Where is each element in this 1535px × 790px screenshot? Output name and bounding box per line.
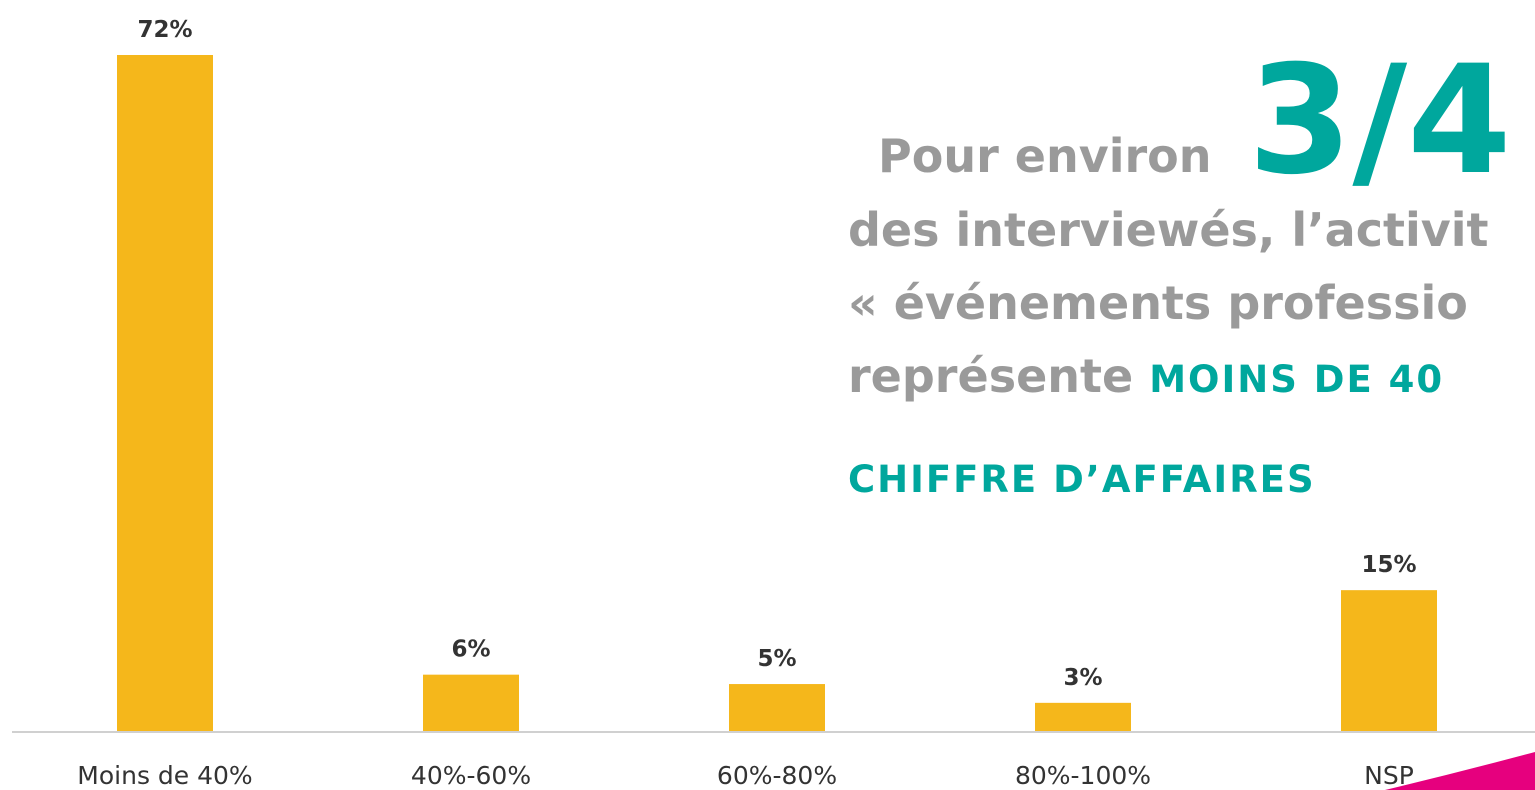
annotation-lead: Pour environ (878, 129, 1212, 183)
annotation-emphasis: MOINS DE 40 (1149, 358, 1444, 401)
value-label: 15% (1361, 552, 1416, 578)
value-label: 72% (137, 17, 192, 43)
x-tick-label: 80%-100% (1015, 761, 1151, 790)
x-tick-label: Moins de 40% (77, 761, 252, 790)
bar (1341, 590, 1437, 731)
decoration (1385, 752, 1535, 790)
bar (1035, 702, 1131, 731)
annotation-text: représente (848, 349, 1149, 403)
bar (423, 674, 519, 731)
value-label: 6% (451, 637, 490, 663)
x-tick-label: 40%-60% (411, 761, 531, 790)
annotation-highlight: 3/4 (1248, 34, 1512, 208)
annotation-emphasis: CHIFFRE D’AFFAIRES (848, 458, 1316, 501)
value-label: 5% (757, 646, 796, 672)
annotation-line: « événements professio (848, 276, 1468, 330)
value-label: 3% (1063, 665, 1102, 691)
annotation-line: des interviewés, l’activit (848, 203, 1488, 257)
annotation-line: représente MOINS DE 40 (848, 349, 1444, 403)
x-tick-label: NSP (1364, 761, 1414, 790)
bar (729, 684, 825, 731)
bar (117, 55, 213, 731)
x-tick-label: 60%-80% (717, 761, 837, 790)
